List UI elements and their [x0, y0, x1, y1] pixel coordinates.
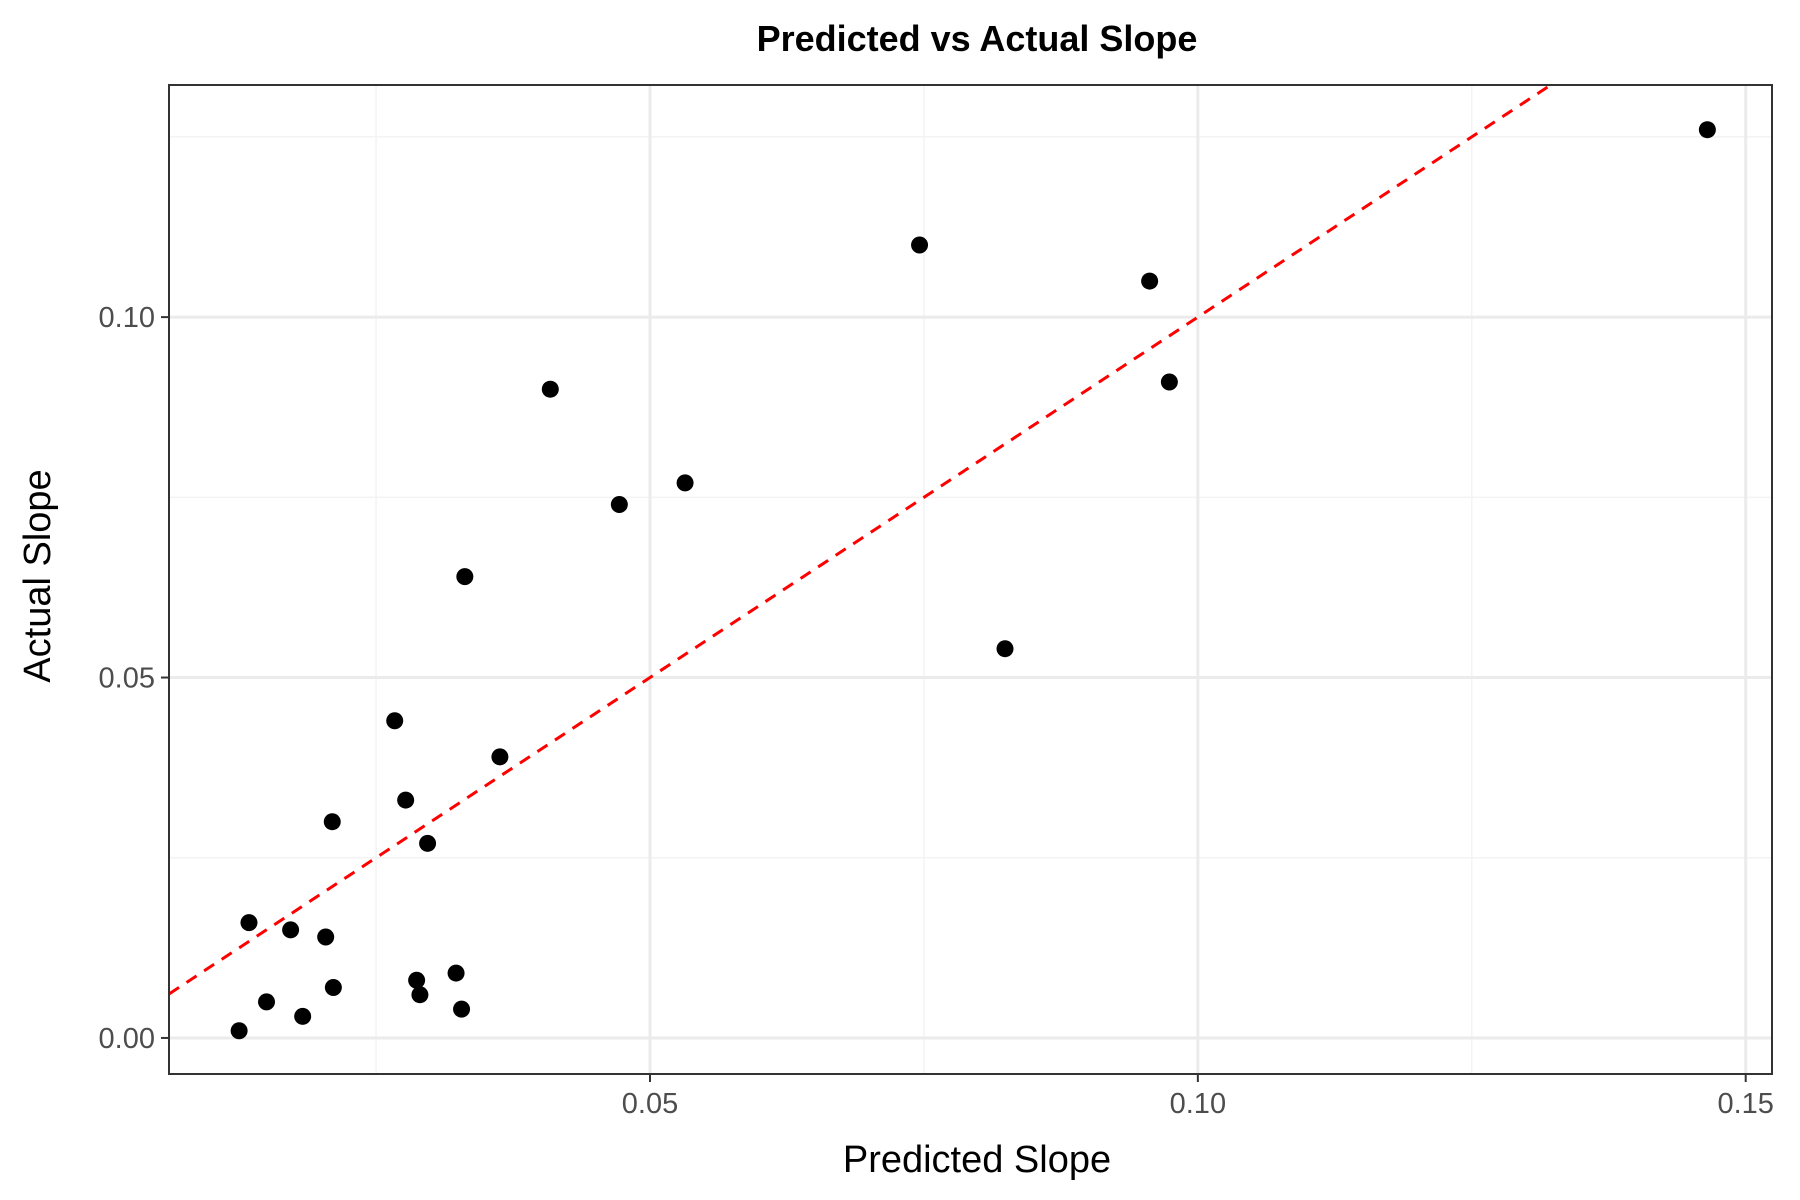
data-point — [323, 813, 341, 831]
data-point — [317, 928, 335, 946]
data-point — [230, 1022, 248, 1040]
data-point — [610, 496, 628, 514]
x-tick-label: 0.05 — [622, 1088, 678, 1120]
data-point — [541, 380, 559, 398]
data-point — [282, 921, 300, 939]
data-point — [1160, 373, 1178, 391]
data-points — [230, 121, 1716, 1040]
data-point — [1141, 272, 1159, 290]
data-point — [294, 1007, 312, 1025]
y-tick-label: 0.05 — [99, 663, 155, 695]
reference-line — [169, 85, 1554, 996]
data-point — [676, 474, 694, 492]
grid-lines — [169, 85, 1772, 1074]
data-point — [411, 986, 429, 1004]
panel-border — [168, 84, 1773, 1075]
x-axis-label: Predicted Slope — [843, 1139, 1111, 1181]
data-point — [408, 971, 426, 989]
data-point — [453, 1000, 471, 1018]
y-tick-label: 0.00 — [99, 1023, 155, 1055]
data-point — [456, 568, 474, 586]
data-point — [911, 236, 929, 254]
data-point — [397, 791, 415, 809]
plot-area — [169, 85, 1716, 1040]
data-point — [1698, 121, 1716, 139]
y-tick-label: 0.10 — [99, 302, 155, 334]
data-point — [258, 993, 276, 1011]
y-axis-ticks: 0.00 0.05 0.10 — [99, 302, 169, 1055]
x-tick-label: 0.15 — [1717, 1088, 1773, 1120]
data-point — [996, 640, 1014, 658]
y-axis-label: Actual Slope — [17, 469, 59, 682]
data-point — [447, 964, 465, 982]
x-axis-ticks: 0.05 0.10 0.15 — [622, 1074, 1774, 1120]
data-point — [324, 978, 342, 996]
x-tick-label: 0.10 — [1170, 1088, 1226, 1120]
data-point — [491, 748, 509, 766]
data-point — [386, 712, 404, 730]
data-point — [240, 914, 258, 932]
chart-title: Predicted vs Actual Slope — [757, 18, 1198, 59]
data-point — [419, 834, 437, 852]
